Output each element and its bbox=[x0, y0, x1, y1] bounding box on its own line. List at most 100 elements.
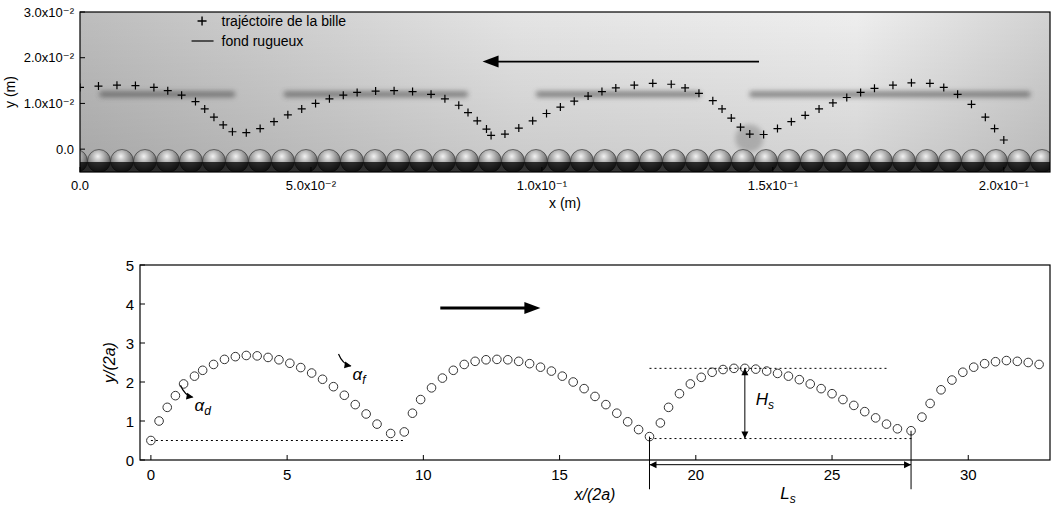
point bbox=[296, 363, 305, 372]
point bbox=[850, 401, 859, 410]
point bbox=[209, 360, 218, 369]
y-tick-label: 4 bbox=[126, 296, 134, 313]
guide-arrow bbox=[649, 464, 911, 465]
point bbox=[839, 395, 848, 404]
point bbox=[264, 353, 273, 362]
point bbox=[253, 352, 262, 361]
point bbox=[373, 420, 382, 429]
photo-streak bbox=[749, 91, 1030, 97]
point bbox=[623, 417, 632, 426]
point bbox=[362, 410, 371, 419]
point bbox=[634, 425, 643, 434]
x-tick-label: 0.0 bbox=[71, 178, 89, 193]
figure: 0.05.0x10⁻²1.0x10⁻¹1.5x10⁻¹2.0x10⁻¹0.01.… bbox=[0, 0, 1059, 510]
point bbox=[857, 88, 865, 96]
guides bbox=[151, 368, 914, 489]
y-tick-label: 1 bbox=[126, 413, 134, 430]
x-tick bbox=[559, 455, 560, 460]
y-tick bbox=[140, 421, 145, 422]
x-tick bbox=[832, 455, 833, 460]
point bbox=[427, 384, 436, 393]
photo-background bbox=[80, 12, 1050, 172]
point bbox=[353, 88, 361, 96]
point bbox=[656, 419, 665, 428]
point bbox=[981, 113, 989, 121]
point bbox=[339, 91, 347, 99]
y-tick-label: 0 bbox=[126, 452, 134, 469]
y-tick bbox=[140, 382, 145, 383]
x-tick bbox=[287, 455, 288, 460]
point bbox=[427, 90, 435, 98]
point bbox=[390, 87, 398, 95]
annotation-subscript: f bbox=[362, 373, 367, 387]
x-tick bbox=[695, 455, 696, 460]
point bbox=[882, 420, 891, 429]
point bbox=[416, 395, 425, 404]
point bbox=[675, 389, 684, 398]
point bbox=[242, 129, 250, 137]
point bbox=[131, 82, 139, 90]
point bbox=[889, 81, 897, 89]
guide-line bbox=[649, 437, 650, 490]
point bbox=[584, 92, 592, 100]
x-tick-label: 1.5x10⁻¹ bbox=[748, 178, 799, 193]
point bbox=[697, 373, 706, 382]
photo-shadow bbox=[735, 124, 763, 152]
point bbox=[284, 111, 292, 119]
x-tick bbox=[310, 167, 311, 172]
point bbox=[737, 123, 745, 131]
point bbox=[482, 125, 490, 133]
point bbox=[760, 131, 768, 139]
point bbox=[751, 365, 760, 374]
point bbox=[228, 128, 236, 136]
guide-line bbox=[649, 438, 913, 439]
y-tick-label: 1.0x10⁻² bbox=[24, 96, 75, 111]
point bbox=[514, 357, 523, 366]
point bbox=[372, 87, 380, 95]
legend-label: trajéctoire de la bille bbox=[222, 13, 347, 29]
point bbox=[569, 378, 578, 387]
point bbox=[773, 369, 782, 378]
y-axis-title: y/(2a) bbox=[101, 342, 118, 384]
point bbox=[501, 130, 509, 138]
point bbox=[817, 384, 826, 393]
point bbox=[504, 355, 513, 364]
y-tick-label: 2 bbox=[126, 374, 134, 391]
point bbox=[482, 355, 491, 364]
point bbox=[150, 83, 158, 91]
x-tick-label: 5 bbox=[283, 466, 291, 483]
y-tick bbox=[140, 304, 145, 305]
point bbox=[727, 114, 735, 122]
point bbox=[843, 93, 851, 101]
y-tick bbox=[80, 149, 85, 150]
point bbox=[210, 113, 218, 121]
point bbox=[441, 95, 449, 103]
x-tick bbox=[80, 167, 81, 172]
guide-line bbox=[649, 368, 886, 369]
point bbox=[718, 105, 726, 113]
point bbox=[681, 84, 689, 92]
point bbox=[155, 417, 164, 426]
point bbox=[1024, 358, 1033, 367]
point bbox=[937, 386, 946, 395]
x-tick bbox=[541, 167, 542, 172]
point bbox=[386, 429, 395, 438]
point bbox=[795, 375, 804, 384]
point bbox=[926, 399, 935, 408]
point bbox=[806, 380, 815, 389]
direction-arrow-head bbox=[524, 302, 540, 314]
point bbox=[113, 81, 121, 89]
x-tick bbox=[150, 455, 151, 460]
point bbox=[164, 87, 172, 95]
point bbox=[695, 89, 703, 97]
point bbox=[275, 355, 284, 364]
point bbox=[190, 372, 199, 381]
point bbox=[591, 392, 600, 401]
point bbox=[536, 363, 545, 372]
point bbox=[455, 101, 463, 109]
point bbox=[612, 409, 621, 418]
x-tick-label: 25 bbox=[824, 466, 841, 483]
y-tick-label: 3 bbox=[126, 335, 134, 352]
annotation-subscript: s bbox=[768, 398, 774, 412]
angle-arc-head bbox=[344, 361, 351, 368]
